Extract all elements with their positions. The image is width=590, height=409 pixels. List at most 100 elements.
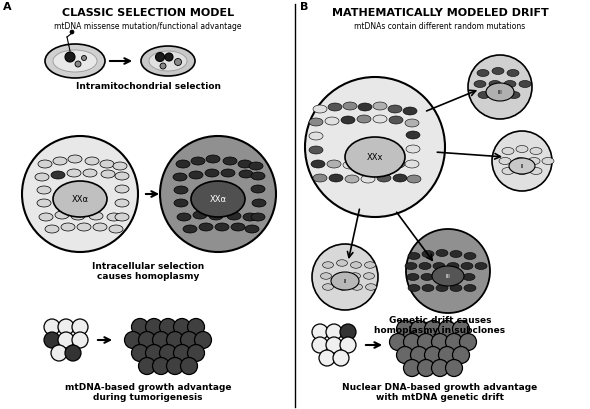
Circle shape [58, 319, 74, 335]
Circle shape [333, 350, 349, 366]
Ellipse shape [389, 117, 403, 125]
Ellipse shape [365, 284, 376, 290]
Circle shape [404, 334, 421, 351]
Circle shape [453, 321, 470, 338]
Circle shape [312, 324, 328, 340]
Circle shape [22, 137, 138, 252]
Ellipse shape [173, 173, 187, 182]
Ellipse shape [183, 225, 197, 234]
Ellipse shape [336, 260, 348, 267]
Circle shape [195, 332, 211, 348]
Ellipse shape [45, 225, 59, 234]
Text: Nuclear DNA-based growth advantage
with mtDNA genetic drift: Nuclear DNA-based growth advantage with … [342, 382, 537, 401]
Text: Intracellular selection
causes homoplasmy: Intracellular selection causes homoplasm… [92, 261, 204, 281]
Ellipse shape [363, 273, 375, 280]
Circle shape [389, 334, 407, 351]
Ellipse shape [231, 223, 245, 231]
Circle shape [152, 332, 169, 348]
Circle shape [418, 334, 434, 351]
Circle shape [411, 347, 428, 364]
Ellipse shape [343, 103, 357, 111]
Circle shape [75, 62, 81, 68]
Circle shape [146, 319, 162, 336]
Ellipse shape [388, 106, 402, 114]
Ellipse shape [352, 284, 362, 290]
Circle shape [312, 337, 328, 353]
Ellipse shape [514, 158, 526, 165]
Ellipse shape [464, 253, 476, 260]
Circle shape [139, 357, 156, 375]
Ellipse shape [55, 211, 69, 220]
Circle shape [460, 334, 477, 351]
Ellipse shape [345, 138, 405, 178]
Circle shape [326, 324, 342, 340]
Ellipse shape [313, 175, 327, 182]
Ellipse shape [407, 274, 419, 281]
Ellipse shape [405, 120, 419, 128]
Ellipse shape [215, 223, 229, 231]
Ellipse shape [141, 47, 195, 77]
Ellipse shape [432, 266, 464, 286]
Ellipse shape [51, 172, 65, 180]
Circle shape [396, 321, 414, 338]
Ellipse shape [223, 157, 237, 166]
Circle shape [166, 357, 183, 375]
Ellipse shape [405, 263, 417, 270]
Ellipse shape [407, 175, 421, 184]
Circle shape [132, 345, 149, 362]
Text: mtDNA-based growth advantage
during tumorigenesis: mtDNA-based growth advantage during tumo… [65, 382, 231, 401]
Ellipse shape [422, 251, 434, 258]
Ellipse shape [493, 92, 505, 99]
Ellipse shape [53, 182, 107, 218]
Ellipse shape [436, 250, 448, 257]
Ellipse shape [107, 213, 121, 221]
Text: mtDNAs contain different random mutations: mtDNAs contain different random mutation… [355, 22, 526, 31]
Ellipse shape [436, 285, 448, 292]
Text: III: III [497, 90, 503, 95]
Ellipse shape [320, 273, 332, 280]
Ellipse shape [474, 81, 486, 88]
Ellipse shape [311, 161, 325, 169]
Ellipse shape [405, 161, 419, 169]
Ellipse shape [422, 285, 434, 292]
Ellipse shape [530, 168, 542, 175]
Ellipse shape [252, 200, 266, 207]
Ellipse shape [100, 161, 114, 169]
Circle shape [326, 337, 342, 353]
Text: Genetic drift causes
homoplasmy in subclones: Genetic drift causes homoplasmy in subcl… [375, 315, 506, 335]
Ellipse shape [406, 146, 420, 154]
Circle shape [175, 59, 182, 66]
Ellipse shape [377, 175, 391, 182]
Ellipse shape [251, 213, 265, 221]
Ellipse shape [408, 253, 420, 260]
Ellipse shape [323, 262, 333, 269]
Circle shape [124, 332, 142, 348]
Circle shape [173, 319, 191, 336]
Text: XXx: XXx [367, 153, 384, 162]
Ellipse shape [530, 148, 542, 155]
Ellipse shape [542, 158, 554, 165]
Ellipse shape [309, 133, 323, 141]
Circle shape [173, 345, 191, 362]
Ellipse shape [375, 161, 389, 169]
Circle shape [146, 345, 162, 362]
Circle shape [160, 64, 166, 70]
Ellipse shape [38, 161, 52, 169]
Text: CLASSIC SELECTION MODEL: CLASSIC SELECTION MODEL [62, 8, 234, 18]
Ellipse shape [359, 162, 373, 170]
Circle shape [411, 321, 428, 338]
Text: II: II [520, 164, 524, 169]
Ellipse shape [189, 172, 203, 180]
Ellipse shape [357, 116, 371, 124]
Ellipse shape [39, 213, 53, 221]
Ellipse shape [350, 262, 362, 269]
Circle shape [468, 56, 532, 120]
Ellipse shape [191, 182, 245, 218]
Ellipse shape [327, 161, 341, 169]
Ellipse shape [323, 284, 333, 290]
Ellipse shape [77, 223, 91, 231]
Circle shape [340, 324, 356, 340]
Ellipse shape [341, 117, 355, 125]
Circle shape [159, 319, 176, 336]
Circle shape [181, 357, 198, 375]
